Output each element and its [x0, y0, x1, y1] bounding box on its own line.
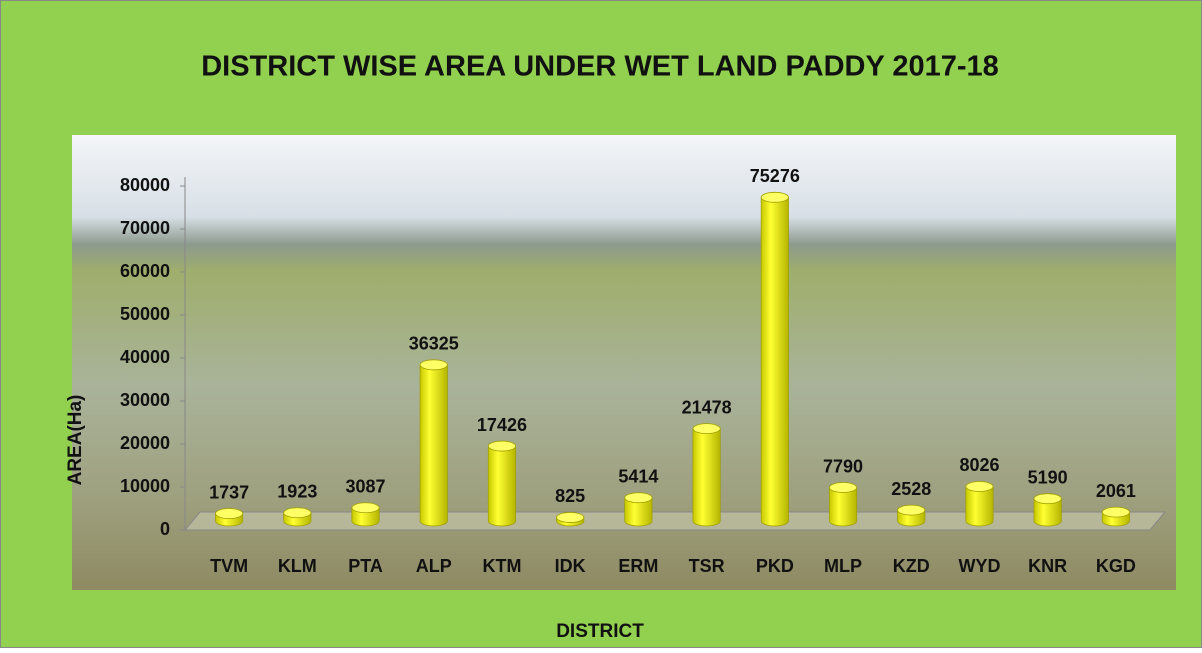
- x-tick-label: PTA: [348, 556, 383, 576]
- y-tick-label: 60000: [120, 261, 170, 281]
- bar-top: [965, 481, 994, 492]
- data-label: 75276: [750, 166, 800, 186]
- bar: [487, 445, 517, 527]
- bar: [760, 196, 789, 527]
- y-tick-label: 80000: [120, 175, 170, 195]
- x-tick-label: PKD: [756, 556, 794, 576]
- bar: [965, 486, 994, 527]
- bar-top: [760, 191, 789, 203]
- x-tick-label: MLP: [824, 556, 862, 576]
- x-tick-label: KNR: [1028, 556, 1067, 576]
- bar-top: [624, 492, 653, 504]
- bar-top: [487, 440, 517, 452]
- data-label: 1923: [277, 481, 317, 501]
- bar: [828, 487, 858, 527]
- bar: [624, 497, 653, 527]
- bar-top: [828, 482, 858, 493]
- y-tick-label: 50000: [120, 304, 170, 324]
- bar-top: [351, 502, 380, 514]
- bar-top: [1033, 493, 1062, 505]
- data-label: 21478: [682, 397, 732, 417]
- data-label: 825: [555, 486, 585, 506]
- x-tick-label: KTM: [482, 556, 521, 576]
- bar-top: [897, 504, 926, 516]
- x-tick-label: IDK: [555, 556, 586, 576]
- x-tick-label: ALP: [416, 556, 452, 576]
- x-tick-label: KLM: [278, 556, 317, 576]
- x-axis-label: DISTRICT: [556, 621, 644, 642]
- data-label: 7790: [823, 456, 863, 476]
- y-tick-label: 0: [160, 519, 170, 539]
- y-tick-label: 70000: [120, 218, 170, 238]
- bar-top: [215, 508, 244, 519]
- bar-top: [556, 512, 585, 523]
- bar-top: [283, 507, 312, 519]
- data-label: 2061: [1096, 481, 1136, 501]
- data-label: 36325: [409, 334, 459, 354]
- data-label: 8026: [959, 455, 999, 475]
- y-tick-label: 20000: [120, 433, 170, 453]
- data-label: 3087: [346, 476, 386, 496]
- x-tick-label: ERM: [618, 556, 658, 576]
- y-tick-label: 40000: [120, 347, 170, 367]
- floor: [183, 511, 1167, 531]
- x-tick-label: WYD: [958, 556, 1000, 576]
- data-label: 1737: [209, 482, 249, 502]
- data-label: 5414: [618, 466, 658, 486]
- data-label: 17426: [477, 415, 527, 435]
- x-tick-label: TVM: [210, 556, 248, 576]
- bar: [419, 364, 448, 527]
- x-tick-label: KZD: [893, 556, 930, 576]
- y-tick-label: 10000: [120, 476, 170, 496]
- bar-top: [692, 423, 721, 435]
- x-tick-label: KGD: [1096, 556, 1136, 576]
- x-tick-label: TSR: [689, 556, 725, 576]
- data-label: 2528: [891, 479, 931, 499]
- y-tick-label: 30000: [120, 390, 170, 410]
- chart-title: DISTRICT WISE AREA UNDER WET LAND PADDY …: [201, 51, 999, 83]
- bar: [692, 428, 721, 527]
- y-axis-label: AREA(Ha): [65, 395, 86, 486]
- bar: [1033, 498, 1062, 527]
- bar-top: [419, 359, 448, 371]
- bar-top: [1101, 506, 1130, 518]
- data-label: 5190: [1028, 467, 1068, 487]
